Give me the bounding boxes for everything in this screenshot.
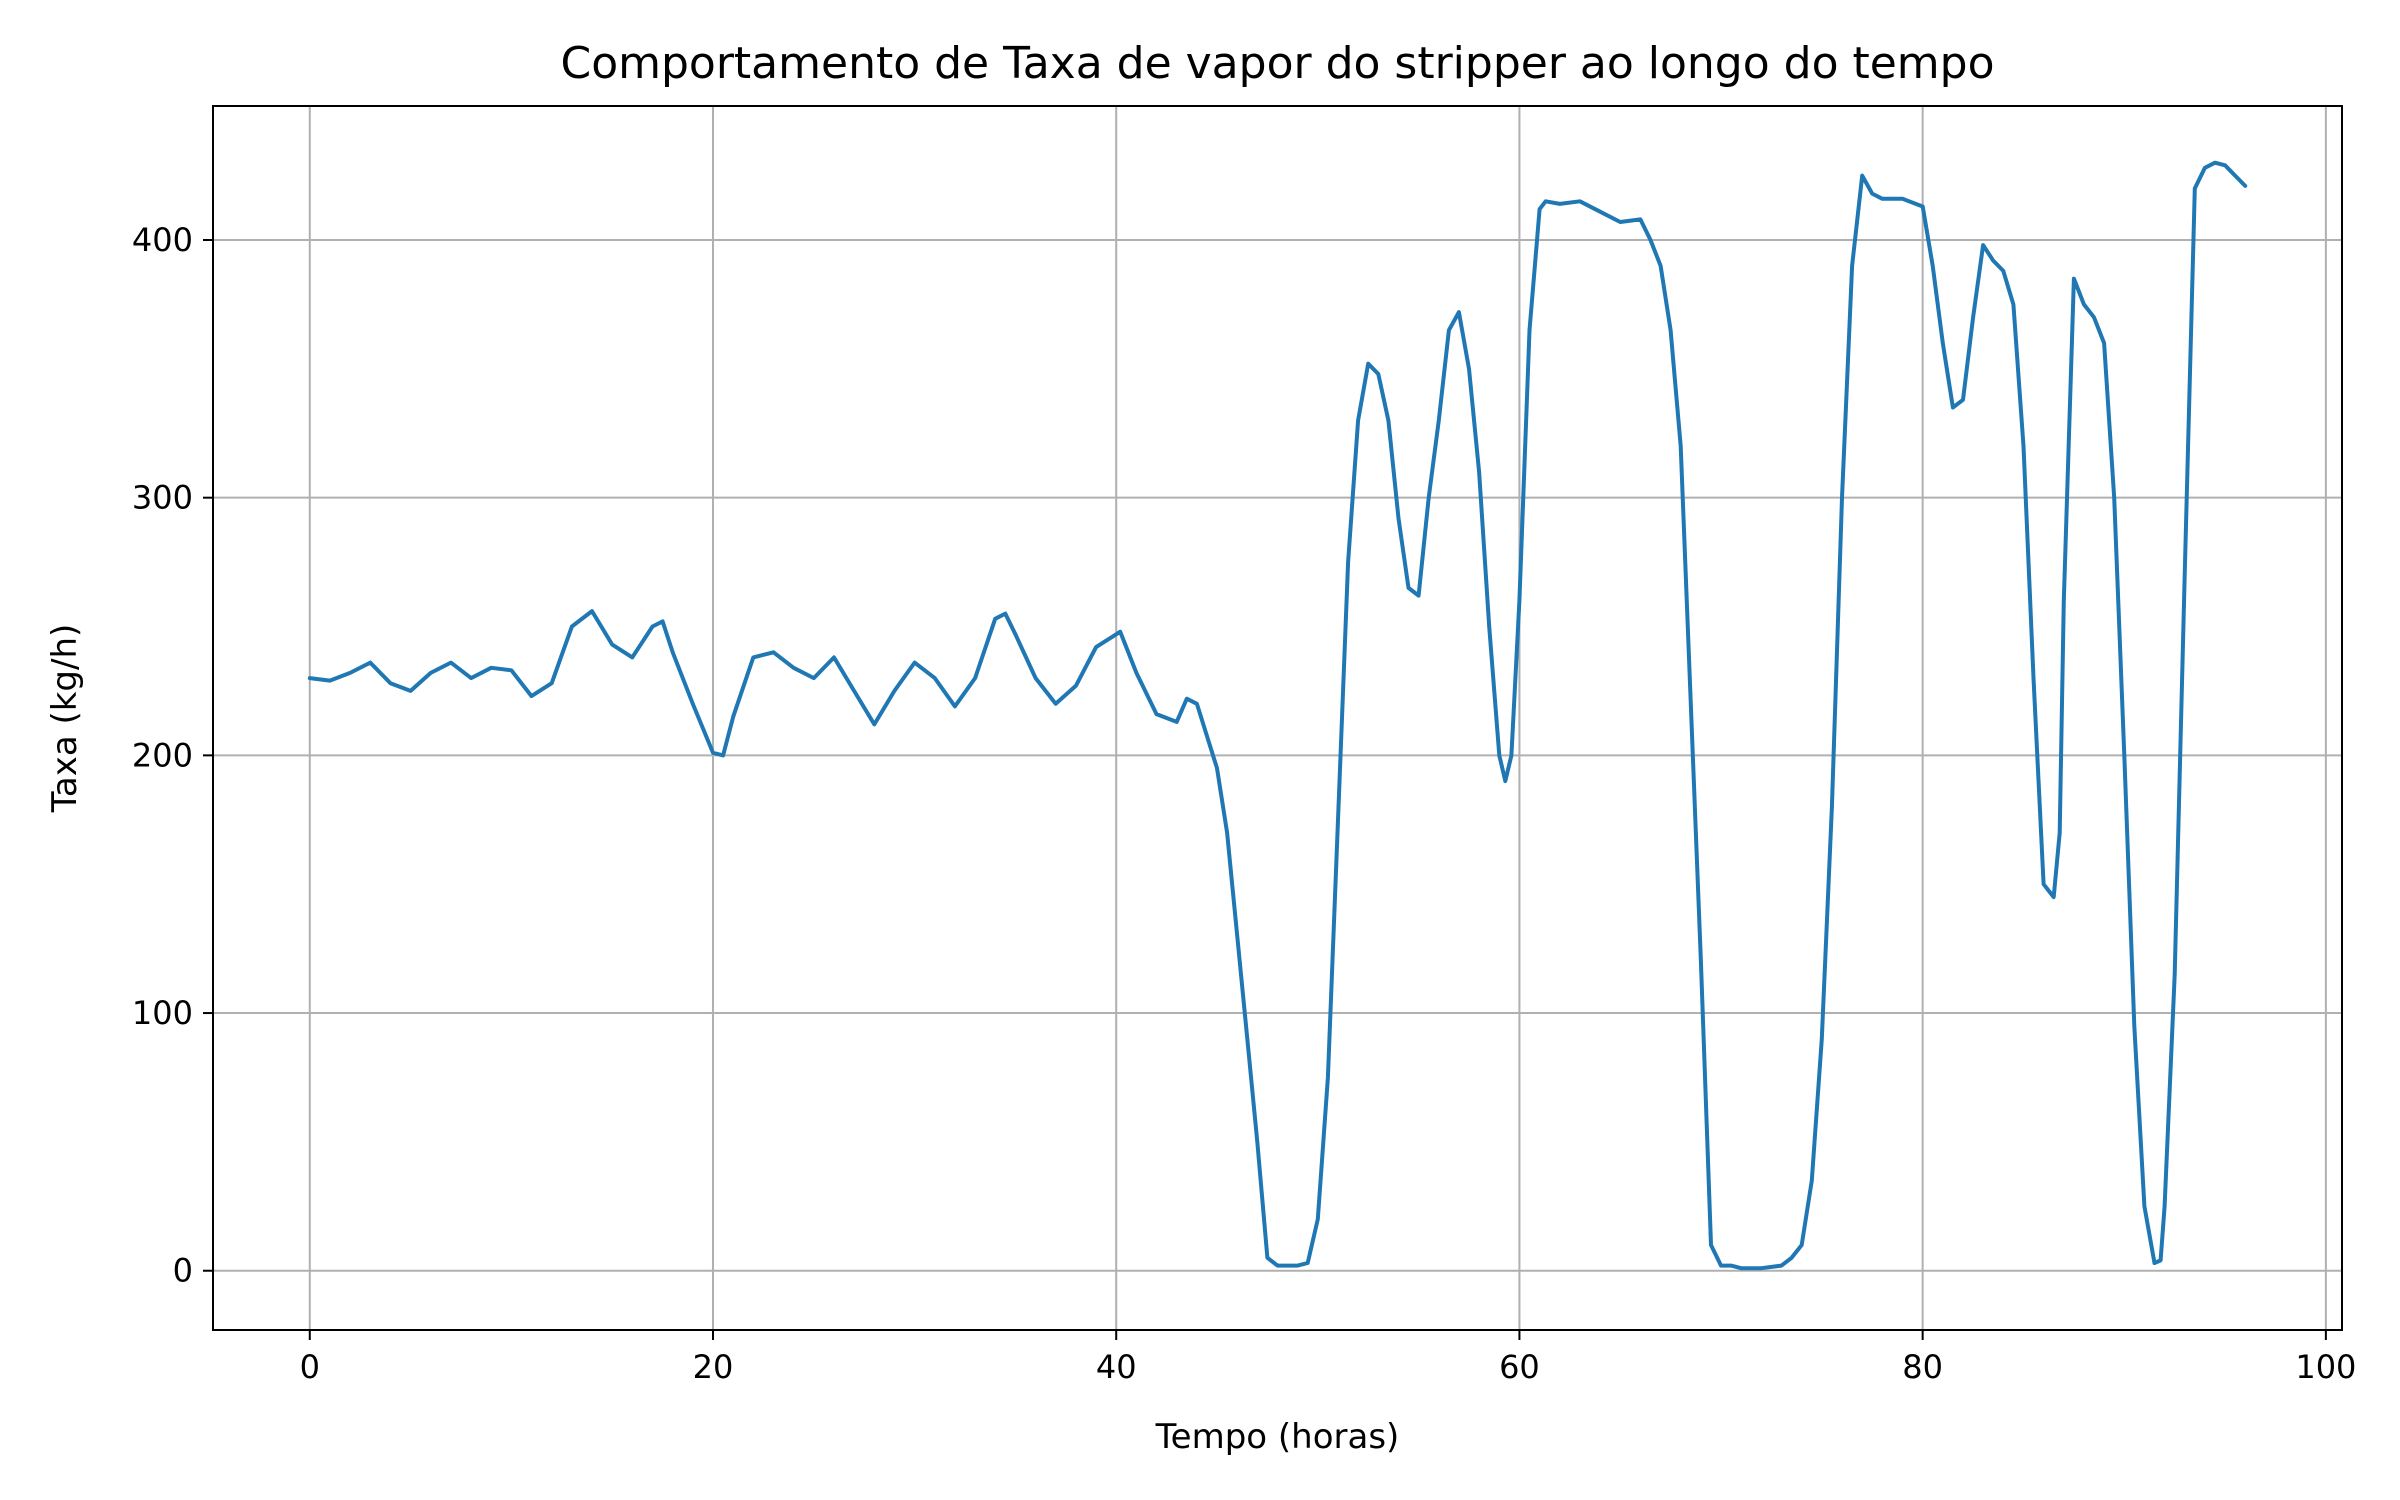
y-tick-label: 300 bbox=[132, 479, 193, 517]
series-line-group bbox=[307, 160, 2248, 1271]
y-axis-label: Taxa (kg/h) bbox=[45, 624, 85, 814]
x-tick-label: 40 bbox=[1096, 1348, 1137, 1386]
gridlines bbox=[213, 106, 2342, 1330]
y-axis-ticks: 0 100 200 300 400 bbox=[132, 221, 213, 1290]
y-tick-label: 400 bbox=[132, 221, 193, 259]
y-tick-label: 100 bbox=[132, 994, 193, 1032]
series-line bbox=[307, 160, 2248, 1271]
x-tick-label: 80 bbox=[1902, 1348, 1943, 1386]
x-tick-label: 0 bbox=[300, 1348, 320, 1386]
x-tick-label: 20 bbox=[693, 1348, 734, 1386]
x-axis-ticks: 0 20 40 60 80 100 bbox=[300, 1330, 2356, 1386]
y-tick-label: 200 bbox=[132, 736, 193, 774]
plot-frame bbox=[212, 105, 2343, 1331]
y-tick-label: 0 bbox=[173, 1252, 193, 1290]
x-tick-label: 60 bbox=[1499, 1348, 1540, 1386]
chart-title: Comportamento de Taxa de vapor do stripp… bbox=[560, 38, 1994, 89]
x-axis-label: Tempo (horas) bbox=[1155, 1417, 1400, 1457]
x-tick-label: 100 bbox=[2295, 1348, 2356, 1386]
